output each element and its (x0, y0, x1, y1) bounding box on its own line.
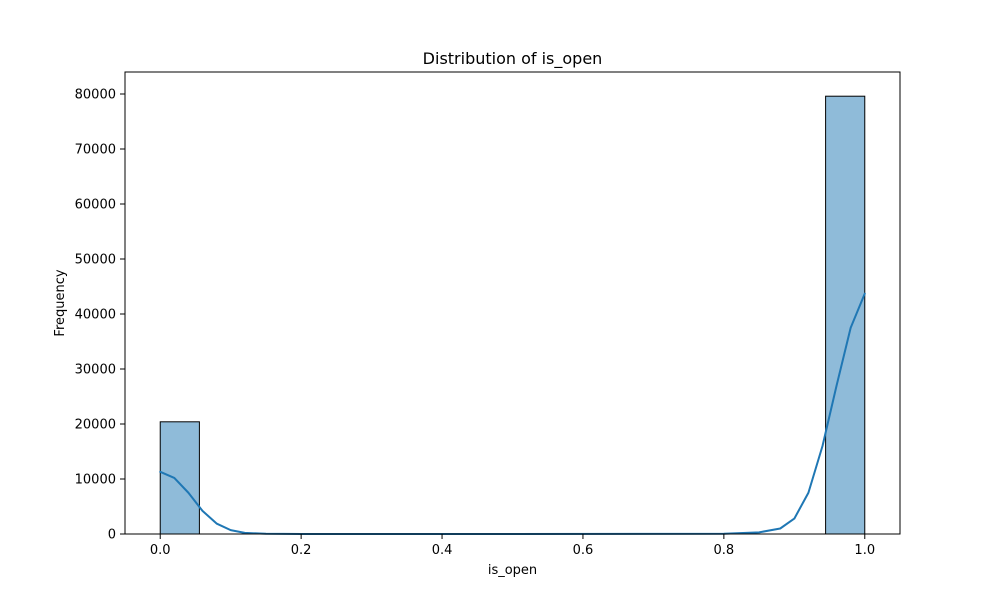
y-axis-ticks: 0 10000 20000 30000 40000 50000 60000 70000 8000… (75, 88, 125, 543)
x-tick-label: 0.2 (291, 543, 312, 558)
y-tick-label: 60000 (75, 198, 116, 213)
y-tick-label: 20000 (75, 418, 116, 433)
x-tick-label: 0.0 (150, 543, 171, 558)
x-tick-label: 0.6 (573, 543, 594, 558)
bars-layer (159, 95, 866, 535)
y-tick-label: 30000 (75, 363, 116, 378)
y-tick-label: 10000 (75, 473, 116, 488)
x-tick-label: 1.0 (854, 543, 875, 558)
x-tick-label: 0.4 (432, 543, 453, 558)
y-tick-label: 80000 (75, 88, 116, 103)
y-tick-label: 50000 (75, 253, 116, 268)
chart-title: Distribution of is_open (423, 49, 603, 69)
kde-layer (159, 292, 866, 535)
x-tick-label: 0.8 (714, 543, 735, 558)
y-axis-label: Frequency (53, 269, 68, 336)
y-tick-label: 70000 (75, 143, 116, 158)
y-tick-label: 40000 (75, 308, 116, 323)
x-axis-ticks: 0.0 0.2 0.4 0.6 0.8 1.0 (150, 534, 875, 558)
x-axis-label: is_open (488, 563, 537, 578)
histogram-bar-1 (825, 95, 866, 535)
histogram-bar-0 (159, 421, 200, 535)
plot-frame (124, 71, 901, 535)
kde-line (159, 292, 866, 535)
y-tick-label: 0 (108, 528, 116, 543)
